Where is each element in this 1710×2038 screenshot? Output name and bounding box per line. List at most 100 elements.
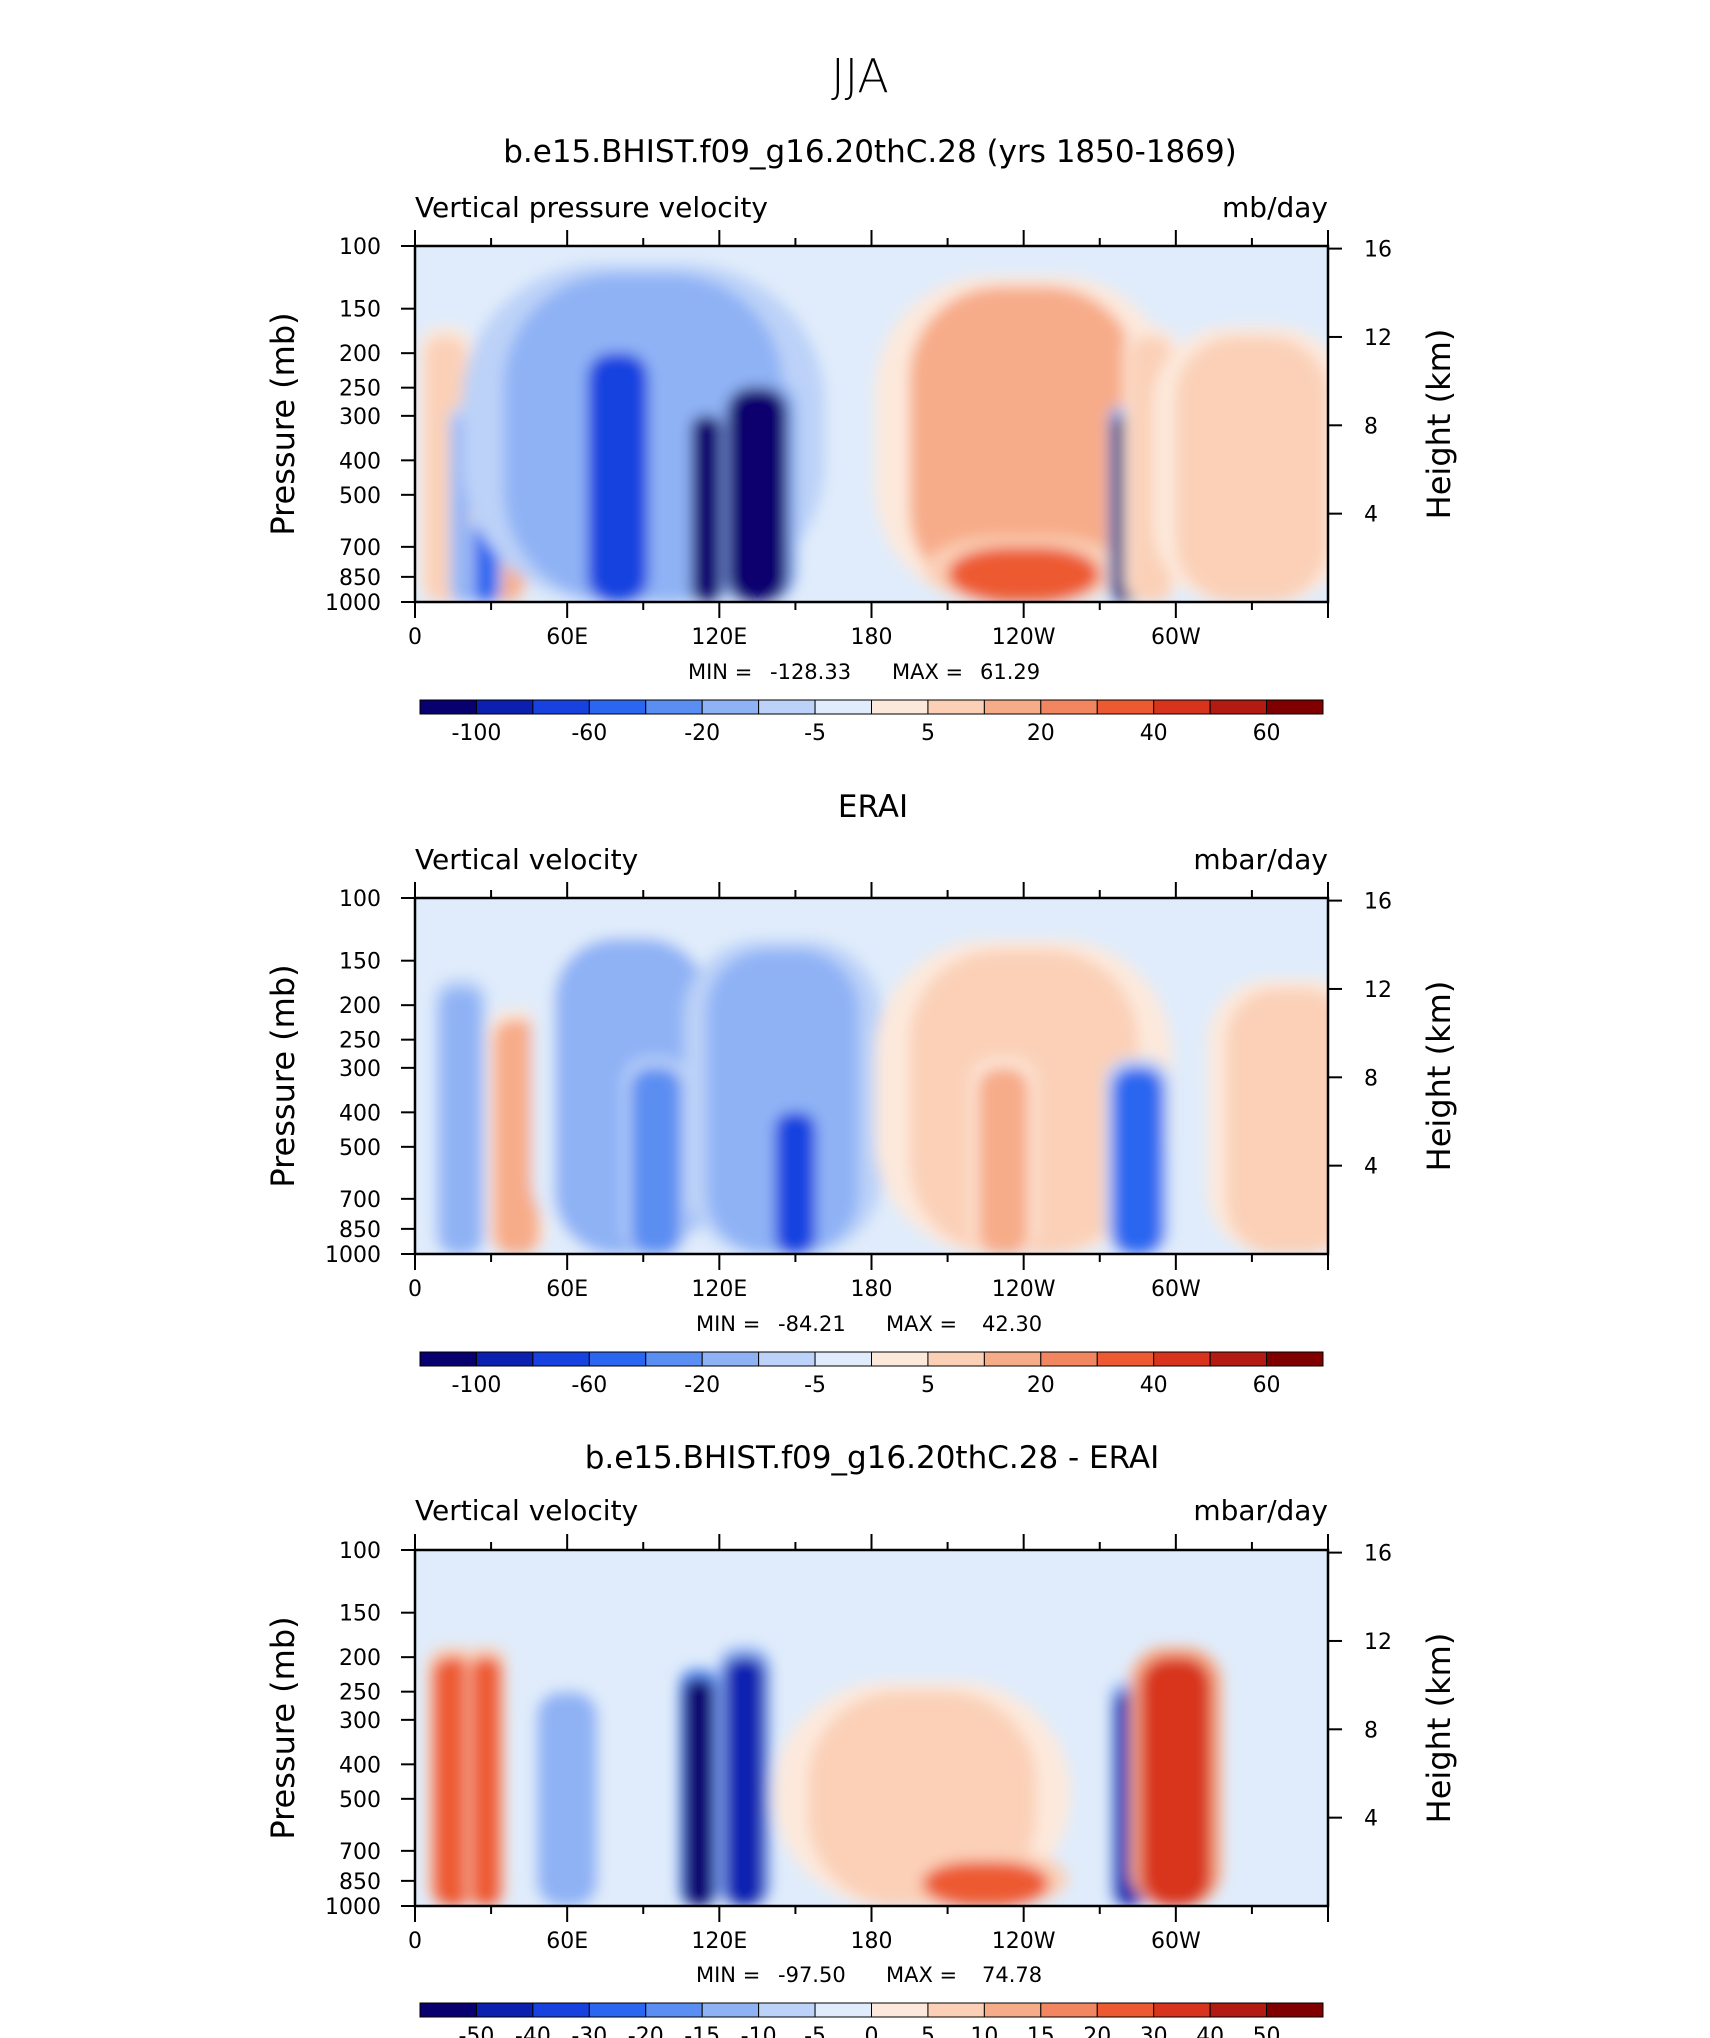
field-cell — [775, 1112, 816, 1254]
min-value: -128.33 — [770, 660, 851, 684]
y-tick-label: 100 — [339, 235, 381, 260]
colorbar-swatch — [1040, 1351, 1098, 1367]
min-label: MIN = — [688, 660, 752, 684]
field-cell — [440, 988, 481, 1254]
colorbar-label: -10 — [741, 2024, 777, 2038]
field-cell — [947, 546, 1100, 602]
colorbar-swatch — [814, 1351, 872, 1367]
colorbar-label: 10 — [970, 2024, 998, 2038]
y-tick-label: 400 — [339, 1101, 381, 1126]
panel-1: b.e15.BHIST.f09_g16.20thC.28 (yrs 1850-1… — [264, 134, 1458, 746]
y-tick-label: 100 — [339, 1539, 381, 1564]
max-value: 61.29 — [980, 660, 1040, 684]
y-tick-label: 850 — [339, 1218, 381, 1243]
field-cell — [922, 1861, 1050, 1906]
plot-axes: 0 60E 120E 180 120W 60W 100 150 200 250 300 400 500 7… — [325, 882, 1392, 1302]
right-tick-label: 12 — [1364, 1630, 1392, 1655]
y-tick-label: 850 — [339, 1870, 381, 1895]
x-tick-label: 120W — [992, 1277, 1056, 1302]
colorbar-swatch — [871, 699, 929, 715]
colorbar-swatch — [814, 699, 872, 715]
units-label: mb/day — [1222, 191, 1328, 224]
colorbar-swatch — [1153, 699, 1211, 715]
x-tick-label: 60W — [1151, 625, 1201, 650]
panel-title: b.e15.BHIST.f09_g16.20thC.28 (yrs 1850-1… — [503, 134, 1237, 170]
colorbar-swatch — [927, 1351, 985, 1367]
right-tick-label: 4 — [1364, 1807, 1378, 1832]
field-cell — [1140, 1657, 1212, 1906]
colorbar-label: -100 — [451, 721, 501, 746]
colorbar-label: 5 — [921, 1373, 935, 1398]
colorbar-swatch — [1266, 699, 1324, 715]
x-tick-label: 60W — [1151, 1929, 1201, 1954]
colorbar-swatch — [419, 699, 477, 715]
right-tick-label: 12 — [1364, 326, 1392, 351]
field-cell — [909, 286, 1138, 602]
y-tick-label: 150 — [339, 950, 381, 975]
colorbar-swatch — [475, 699, 534, 715]
colorbar-swatch — [1096, 2002, 1155, 2018]
x-tick-label: 120W — [992, 1929, 1056, 1954]
max-value: 74.78 — [982, 1963, 1042, 1987]
colorbar-swatch — [758, 699, 816, 715]
y-tick-label: 1000 — [325, 1243, 381, 1268]
heatmap-field — [415, 1550, 1328, 1906]
max-label: MAX = — [886, 1312, 957, 1336]
x-tick-label: 120E — [691, 1929, 747, 1954]
colorbar-swatch — [1040, 699, 1098, 715]
right-tick-label: 16 — [1364, 1542, 1392, 1567]
panel-3: b.e15.BHIST.f09_g16.20thC.28 - ERAI Vert… — [264, 1440, 1458, 2038]
y-tick-label: 500 — [339, 484, 381, 509]
units-label: mbar/day — [1193, 1494, 1328, 1527]
colorbar-label: 20 — [1027, 721, 1055, 746]
colorbar-swatch — [1266, 2002, 1324, 2018]
colorbar-swatch — [927, 699, 985, 715]
panel-2: ERAI Vertical velocity mbar/day 0 60E 120E… — [264, 789, 1458, 1398]
field-cell — [630, 1067, 682, 1254]
x-tick-label: 180 — [851, 1929, 893, 1954]
colorbar-label: -20 — [684, 721, 720, 746]
colorbar-label: -60 — [571, 1373, 607, 1398]
colorbar-label: 20 — [1027, 1373, 1055, 1398]
heatmap-field — [415, 246, 1328, 602]
colorbar-swatch — [475, 1351, 534, 1367]
units-label: mbar/day — [1193, 843, 1328, 876]
colorbar-label: 60 — [1253, 1373, 1281, 1398]
y-tick-label: 400 — [339, 1753, 381, 1778]
colorbar-label: -60 — [571, 721, 607, 746]
colorbar-swatch — [758, 2002, 816, 2018]
main-title: JJA — [831, 49, 889, 103]
right-tick-label: 16 — [1364, 890, 1392, 915]
field-cell — [691, 415, 722, 602]
y-tick-label: 700 — [339, 536, 381, 561]
colorbar-label: 5 — [921, 2024, 935, 2038]
y-tick-label: 250 — [339, 1681, 381, 1706]
right-tick-label: 8 — [1364, 1718, 1378, 1743]
x-tick-label: 180 — [851, 625, 893, 650]
x-tick-label: 120E — [691, 1277, 747, 1302]
y-tick-label: 1000 — [325, 591, 381, 616]
field-cell — [1112, 1067, 1164, 1254]
colorbar-swatch — [588, 699, 647, 715]
field-cell — [470, 1657, 502, 1906]
right-axis-label: Height (km) — [1420, 329, 1458, 520]
colorbar-swatch — [419, 2002, 477, 2018]
colorbar-label: 20 — [1083, 2024, 1111, 2038]
min-value: -97.50 — [778, 1963, 846, 1987]
colorbar: -100 -60 -20 -5 5 20 40 60 — [419, 699, 1324, 746]
right-tick-label: 4 — [1364, 503, 1378, 528]
y-tick-label: 150 — [339, 1602, 381, 1627]
colorbar-label: -20 — [684, 1373, 720, 1398]
y-tick-label: 300 — [339, 1709, 381, 1734]
x-tick-label: 120W — [992, 625, 1056, 650]
colorbar-swatch — [588, 1351, 647, 1367]
y-tick-label: 100 — [339, 887, 381, 912]
colorbar-label: 40 — [1196, 2024, 1224, 2038]
colorbar-swatch — [532, 2002, 590, 2018]
colorbar-swatch — [871, 2002, 929, 2018]
field-cell — [683, 1678, 715, 1906]
plot-axes: 0 60E 120E 180 120W 60W 100 150 200 250 300 400 500 7… — [325, 1534, 1392, 1954]
y-tick-label: 300 — [339, 1057, 381, 1082]
x-tick-label: 60E — [546, 625, 588, 650]
